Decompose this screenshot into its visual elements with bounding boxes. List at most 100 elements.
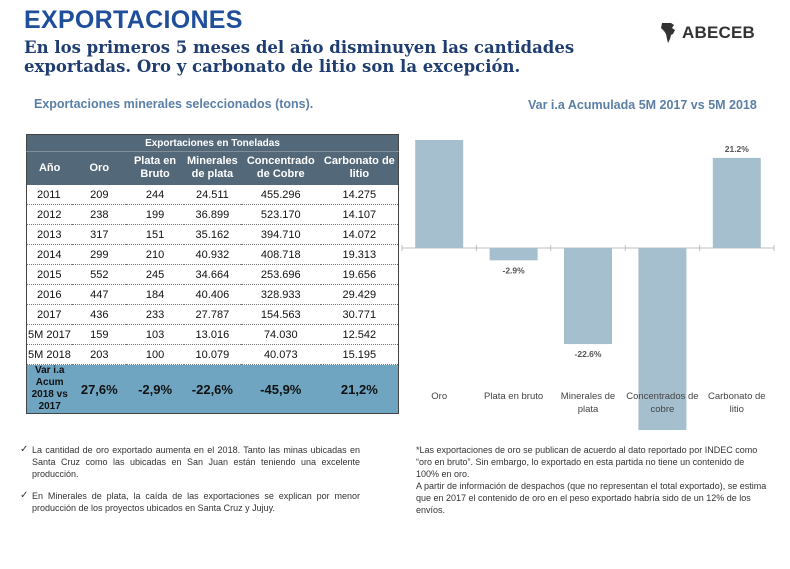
- table-cell: 184: [126, 284, 184, 305]
- table-cell: 328.933: [240, 284, 321, 305]
- table-cell: 203: [72, 344, 127, 365]
- table-cell: 30.771: [320, 304, 399, 325]
- table-heading: Exportaciones minerales seleccionados (t…: [34, 97, 314, 111]
- table-row: 5M 2017 159 103 13.016 74.030 12.542: [26, 324, 399, 345]
- table-row: 2016 447 184 40.406 328.933 29.429: [26, 284, 399, 305]
- logo-text: ABECEB: [682, 23, 755, 42]
- table-cell: 151: [126, 224, 184, 245]
- table-cell: 317: [72, 224, 127, 245]
- table-cell: 14.072: [320, 224, 399, 245]
- chart-bar: [712, 157, 761, 248]
- table-row: 2013 317 151 35.162 394.710 14.072: [26, 224, 399, 245]
- chart-data-label: 21.2%: [725, 144, 750, 154]
- table-cell: 299: [72, 244, 127, 265]
- note-text: En Minerales de plata, la caída de las e…: [32, 491, 360, 513]
- table-cell: 233: [126, 304, 184, 325]
- chart-category-label: Oro: [431, 391, 447, 402]
- chart-title: Var i.a Acumulada 5M 2017 vs 5M 2018: [528, 98, 757, 112]
- table-cell: 19.656: [320, 264, 399, 285]
- exports-table: Exportaciones en Toneladas Año Oro Plata…: [26, 134, 399, 414]
- table-cell: 12.542: [320, 324, 399, 345]
- table-cell: 27.787: [183, 304, 241, 325]
- table-cell: 253.696: [240, 264, 321, 285]
- page-title: EXPORTACIONES: [24, 6, 243, 34]
- table-cell: 10.079: [183, 344, 241, 365]
- column-header: Año: [26, 151, 73, 185]
- table-cell: 74.030: [240, 324, 321, 345]
- table-cell: 154.563: [240, 304, 321, 325]
- chart-category-label: Minerales de plata: [561, 391, 615, 415]
- checkmark-icon: ✓: [20, 490, 29, 501]
- chart-category-label: Carbonato de litio: [708, 391, 766, 415]
- table-cell: 15.195: [320, 344, 399, 365]
- table-row: 2011 209 244 24.511 455.296 14.275: [26, 184, 399, 205]
- table-cell: 2011: [26, 184, 73, 205]
- table-cell: 199: [126, 204, 184, 225]
- notes-right: *Las exportaciones de oro se publican de…: [416, 444, 768, 516]
- table-row: 2014 299 210 40.932 408.718 19.313: [26, 244, 399, 265]
- page-subtitle: En los primeros 5 meses del año disminuy…: [24, 38, 575, 76]
- variation-bar-chart: 27.6%Oro-2.9%Plata en bruto-22.6%Mineral…: [401, 140, 775, 430]
- note-item: ✓ La cantidad de oro exportado aumenta e…: [20, 444, 360, 480]
- table-cell: 447: [72, 284, 127, 305]
- column-header: Oro: [72, 151, 127, 185]
- table-cell: 5M 2017: [26, 324, 73, 345]
- table-cell: 2012: [26, 204, 73, 225]
- chart-category-label: Concentrados de cobre: [626, 391, 698, 415]
- table-cell: 14.107: [320, 204, 399, 225]
- column-header: Concentrado de Cobre: [240, 151, 321, 185]
- table-row: 2017 436 233 27.787 154.563 30.771: [26, 304, 399, 325]
- table-row: 2012 238 199 36.899 523.170 14.107: [26, 204, 399, 225]
- table-cell: 2016: [26, 284, 73, 305]
- table-cell: 34.664: [183, 264, 241, 285]
- table-cell: 13.016: [183, 324, 241, 345]
- variation-row: Var i.a Acum 2018 vs 2017 27,6% -2,9% -2…: [26, 364, 399, 414]
- variation-label: Var i.a Acum 2018 vs 2017: [26, 364, 73, 414]
- table-row: 5M 2018 203 100 10.079 40.073 15.195: [26, 344, 399, 365]
- table-row: 2015 552 245 34.664 253.696 19.656: [26, 264, 399, 285]
- table-cell: 2015: [26, 264, 73, 285]
- chart-bar: [564, 248, 612, 345]
- column-header: Minerales de plata: [183, 151, 241, 185]
- table-cell: 103: [126, 324, 184, 345]
- table-cell: 436: [72, 304, 127, 325]
- chart-bar: [638, 248, 687, 430]
- table-cell: 19.313: [320, 244, 399, 265]
- note-item: ✓ En Minerales de plata, la caída de las…: [20, 490, 360, 514]
- footnote-text: A partir de información de despachos (qu…: [416, 481, 767, 515]
- table-cell: 2013: [26, 224, 73, 245]
- footnote-text: *Las exportaciones de oro se publican de…: [416, 445, 758, 479]
- table-cell: 14.275: [320, 184, 399, 205]
- notes-left: ✓ La cantidad de oro exportado aumenta e…: [20, 444, 360, 524]
- table-cell: 408.718: [240, 244, 321, 265]
- table-cell: 29.429: [320, 284, 399, 305]
- table-cell: 523.170: [240, 204, 321, 225]
- column-header: Plata en Bruto: [126, 151, 184, 185]
- note-text: La cantidad de oro exportado aumenta en …: [32, 445, 360, 479]
- table-cell: 159: [72, 324, 127, 345]
- variation-value: 21,2%: [320, 364, 399, 414]
- table-cell: 2014: [26, 244, 73, 265]
- table-cell: 244: [126, 184, 184, 205]
- variation-value: -22,6%: [183, 364, 241, 414]
- table-cell: 40.073: [240, 344, 321, 365]
- table-cell: 5M 2018: [26, 344, 73, 365]
- table-cell: 36.899: [183, 204, 241, 225]
- table-cell: 100: [126, 344, 184, 365]
- table-cell: 238: [72, 204, 127, 225]
- table-cell: 394.710: [240, 224, 321, 245]
- table-cell: 455.296: [240, 184, 321, 205]
- column-header: Carbonato de litio: [320, 151, 399, 185]
- table-cell: 40.932: [183, 244, 241, 265]
- chart-bar: [489, 248, 538, 261]
- table-cell: 552: [72, 264, 127, 285]
- chart-category-label: Plata en bruto: [484, 391, 543, 402]
- table-cell: 24.511: [183, 184, 241, 205]
- variation-value: -2,9%: [126, 364, 184, 414]
- checkmark-icon: ✓: [20, 444, 29, 455]
- variation-value: 27,6%: [72, 364, 127, 414]
- table-cell: 210: [126, 244, 184, 265]
- table-group-header: Exportaciones en Toneladas: [26, 134, 399, 152]
- americas-map-icon: [661, 23, 675, 43]
- abeceb-logo: ABECEB: [660, 22, 755, 44]
